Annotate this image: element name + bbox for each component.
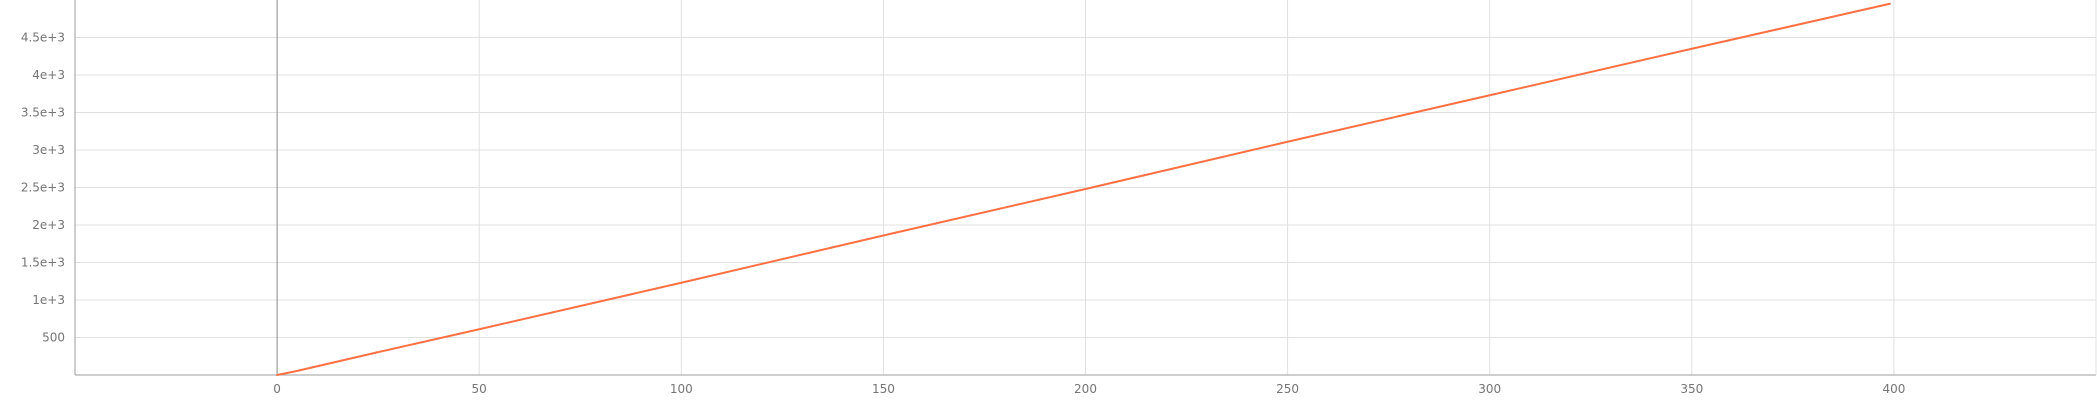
y-tick-label: 500: [42, 331, 65, 345]
y-tick-label: 2.5e+3: [21, 181, 65, 195]
x-tick-label: 300: [1478, 382, 1501, 396]
x-tick-label: 100: [670, 382, 693, 396]
grid-lines: [75, 0, 2096, 375]
y-tick-label: 4.5e+3: [21, 31, 65, 45]
series-lines: [276, 2, 1891, 376]
x-tick-label: 150: [872, 382, 895, 396]
x-tick-label: 0: [273, 382, 281, 396]
y-tick-label: 1.5e+3: [21, 256, 65, 270]
y-tick-label: 2e+3: [32, 218, 65, 232]
y-tick-label: 3e+3: [32, 143, 65, 157]
x-tick-label: 200: [1074, 382, 1097, 396]
series-line-0: [276, 2, 1891, 376]
axes: [74, 0, 2097, 376]
y-tick-label: 4e+3: [32, 68, 65, 82]
x-tick-label: 400: [1882, 382, 1905, 396]
tick-labels: 0 50 100 150 200 250 300 350 400 500 1e+3 1.5e+3 2e+…: [21, 31, 1906, 397]
x-tick-label: 50: [472, 382, 487, 396]
y-tick-label: 1e+3: [32, 293, 65, 307]
x-tick-label: 350: [1680, 382, 1703, 396]
x-tick-label: 250: [1276, 382, 1299, 396]
y-tick-label: 3.5e+3: [21, 106, 65, 120]
